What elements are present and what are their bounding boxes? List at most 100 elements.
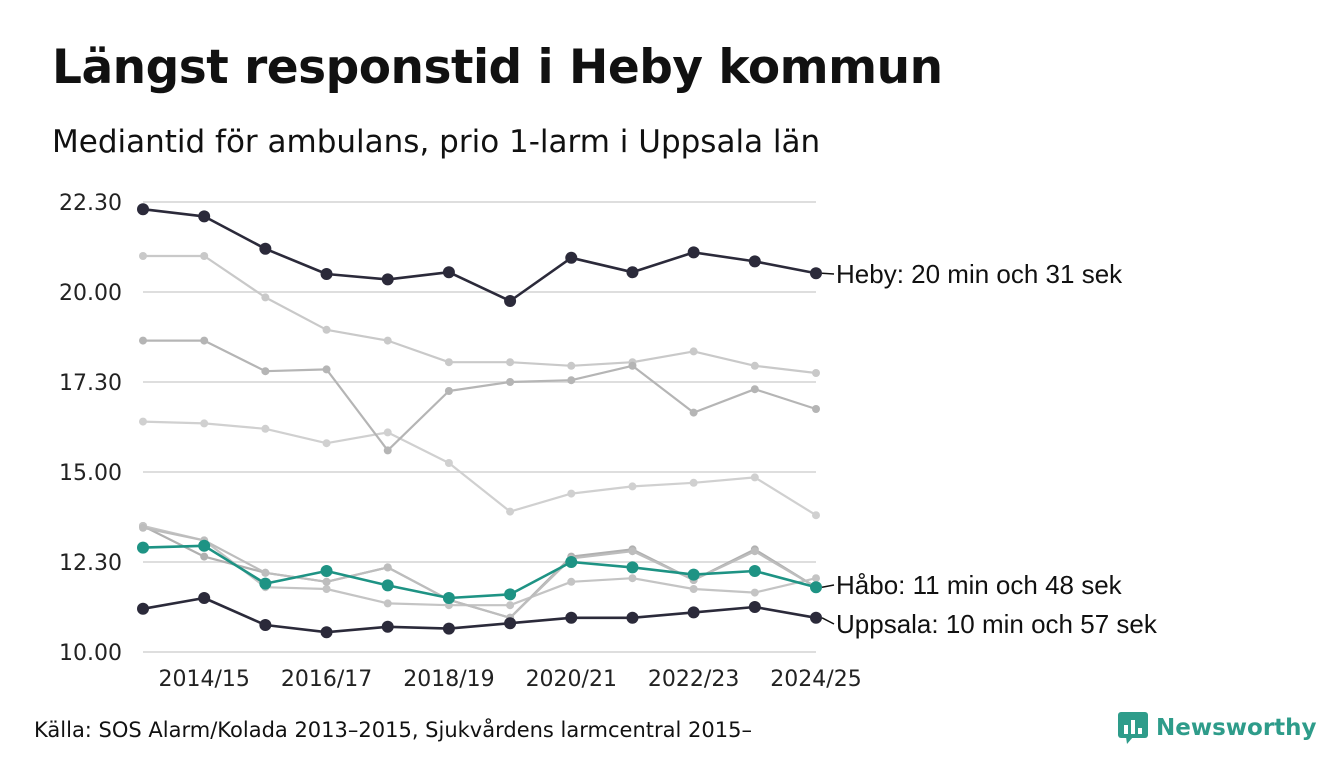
data-point-grå-1 (200, 336, 209, 345)
x-tick-label: 2024/25 (770, 667, 861, 692)
data-point-grå-1 (812, 405, 820, 413)
data-point-heby (442, 266, 455, 279)
data-point-ljus-1 (139, 417, 147, 426)
data-point-ljus-1 (444, 459, 453, 467)
y-tick-label: 20.00 (59, 281, 122, 306)
series-end-label: Heby: 20 min och 31 sek (836, 259, 1123, 289)
data-point-uppsala (748, 601, 761, 613)
data-point-grå-3 (567, 577, 576, 586)
data-point-uppsala (810, 611, 822, 624)
data-point-grå-1 (261, 367, 270, 376)
data-point-håbo (259, 577, 272, 590)
data-point-grå-4 (383, 563, 392, 572)
data-point-ljus-2 (383, 336, 392, 345)
data-point-grå-3 (506, 601, 515, 610)
data-point-ljus-1 (383, 428, 392, 437)
y-tick-label: 12.30 (59, 551, 122, 576)
series-line-uppsala (142, 596, 817, 634)
data-point-håbo (687, 568, 700, 581)
series-line-håbo (142, 544, 817, 600)
data-point-grå-1 (139, 336, 147, 345)
data-point-grå-3 (322, 585, 331, 593)
data-point-heby (381, 273, 394, 286)
data-point-heby (565, 251, 578, 264)
data-point-heby (810, 267, 822, 280)
data-point-ljus-2 (200, 252, 209, 260)
data-point-ljus-1 (322, 439, 331, 448)
data-point-håbo (320, 565, 333, 577)
series-end-label: Uppsala: 10 min och 57 sek (836, 609, 1158, 639)
series-line-grå-1 (143, 339, 817, 452)
data-point-håbo (626, 561, 639, 574)
label-connector (821, 584, 835, 588)
data-point-grå-4 (750, 547, 759, 556)
data-point-grå-1 (750, 385, 759, 394)
data-point-ljus-2 (139, 252, 147, 260)
data-point-ljus-2 (750, 361, 759, 370)
data-point-uppsala (626, 611, 639, 624)
data-point-grå-1 (628, 361, 637, 370)
data-point-grå-3 (812, 574, 820, 583)
data-point-heby (259, 242, 272, 255)
data-point-grå-2 (200, 552, 209, 561)
data-point-uppsala (565, 611, 578, 624)
series-line-grå-3 (142, 524, 817, 607)
data-point-håbo (381, 579, 394, 592)
data-point-grå-3 (689, 585, 698, 593)
data-point-ljus-2 (689, 347, 698, 356)
data-point-grå-3 (628, 574, 637, 583)
y-tick-label: 22.30 (59, 191, 122, 216)
data-point-heby (504, 295, 517, 307)
data-point-uppsala (381, 620, 394, 633)
series-line-heby (142, 207, 817, 303)
data-point-grå-4 (139, 523, 147, 532)
data-point-heby (687, 246, 700, 259)
label-connector (821, 272, 835, 275)
data-point-grå-4 (261, 568, 270, 577)
label-connector (821, 617, 835, 625)
y-tick-label: 17.30 (59, 371, 122, 396)
data-point-heby (198, 210, 211, 223)
data-point-ljus-1 (689, 478, 698, 487)
data-point-heby (320, 268, 333, 280)
data-point-heby (748, 255, 761, 268)
data-point-håbo (810, 581, 822, 594)
data-point-ljus-2 (567, 361, 576, 370)
data-point-ljus-1 (567, 489, 576, 498)
brand-logo: Newsworthy (1118, 712, 1317, 744)
data-point-ljus-2 (322, 325, 331, 334)
data-point-ljus-2 (506, 358, 515, 367)
data-point-grå-4 (628, 547, 637, 556)
data-point-ljus-2 (444, 358, 453, 367)
series-end-label: Håbo: 11 min och 48 sek (836, 570, 1123, 600)
data-point-uppsala (320, 626, 333, 639)
data-point-uppsala (259, 619, 272, 631)
data-point-grå-4 (322, 577, 331, 586)
data-point-ljus-1 (506, 507, 515, 516)
data-point-grå-1 (444, 387, 453, 395)
source-note: Källa: SOS Alarm/Kolada 2013–2015, Sjukv… (34, 718, 752, 742)
data-point-grå-1 (567, 376, 576, 385)
data-point-grå-3 (750, 588, 759, 597)
data-point-håbo (198, 539, 211, 552)
data-point-håbo (442, 592, 455, 604)
data-point-grå-1 (322, 365, 331, 374)
x-tick-label: 2020/21 (526, 667, 617, 692)
data-point-uppsala (198, 592, 211, 604)
data-point-heby (626, 266, 639, 279)
data-point-håbo (504, 588, 517, 601)
x-tick-label: 2018/19 (403, 667, 494, 692)
data-point-uppsala (442, 622, 455, 635)
data-point-ljus-1 (812, 511, 820, 520)
data-point-håbo (565, 556, 578, 568)
y-tick-label: 10.00 (59, 641, 122, 666)
data-point-uppsala (687, 606, 700, 619)
x-tick-label: 2016/17 (281, 667, 372, 692)
x-tick-label: 2022/23 (648, 667, 739, 692)
data-point-ljus-1 (750, 473, 759, 482)
line-chart: 10.00 12.30 15.00 17.30 20.00 22.30 2014/15 201… (59, 191, 1158, 692)
chart-title: Längst responstid i Heby kommun (52, 40, 943, 95)
data-point-grå-1 (383, 446, 392, 455)
data-point-heby (137, 203, 149, 216)
data-point-håbo (137, 541, 149, 554)
